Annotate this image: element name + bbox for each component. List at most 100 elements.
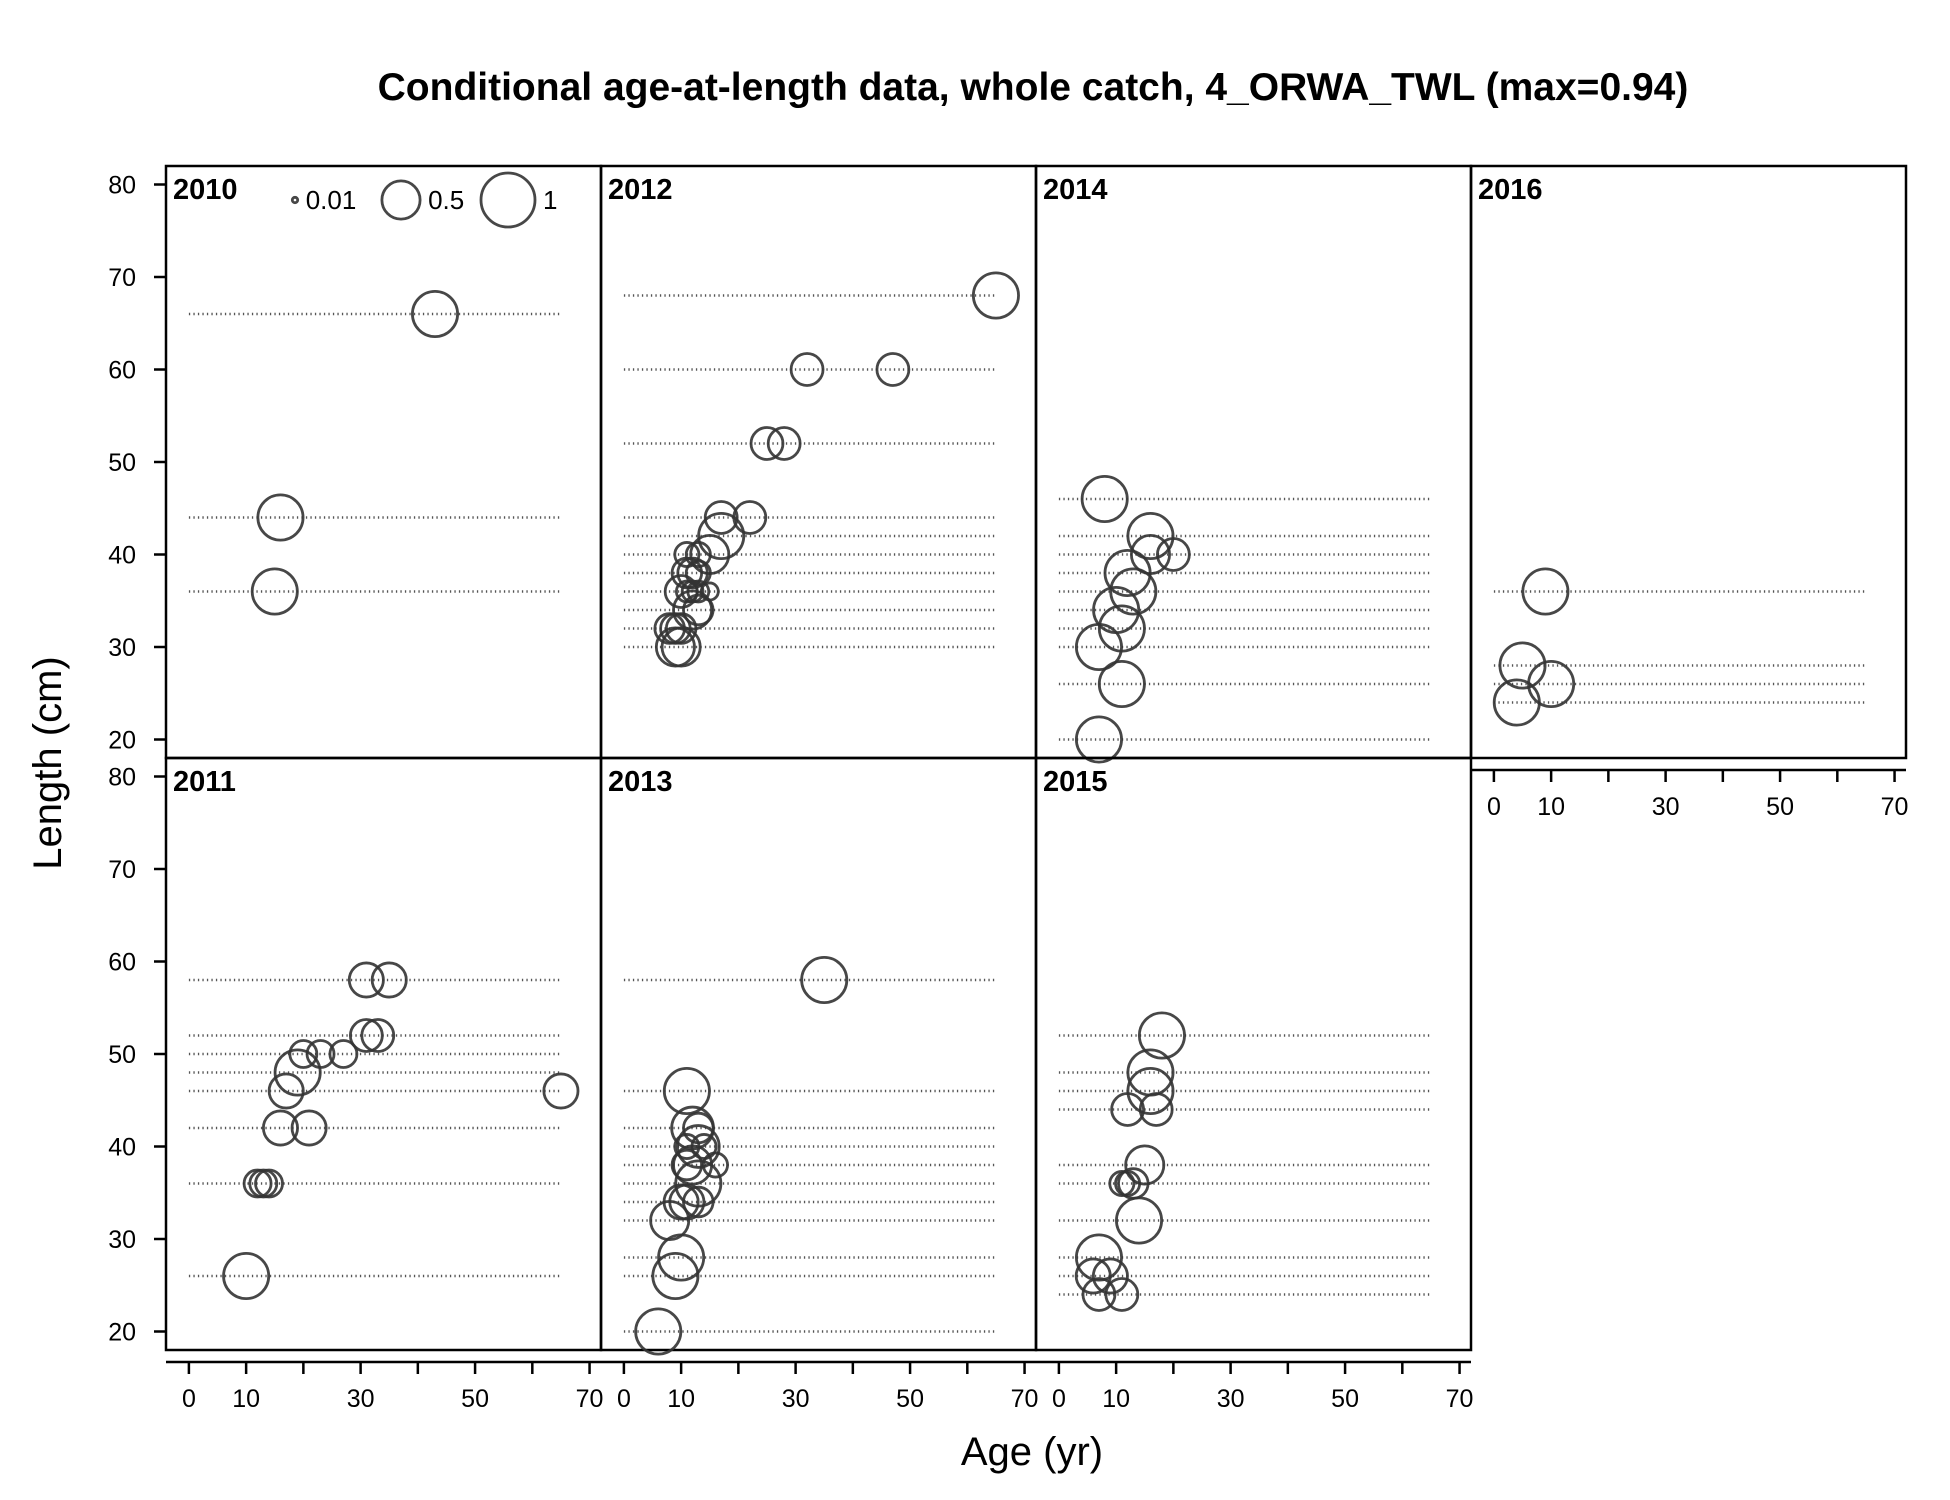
data-point: [971, 271, 1020, 320]
data-point: [674, 1159, 723, 1208]
y-tick-label: 30: [108, 1226, 136, 1254]
data-point: [1097, 604, 1146, 653]
panel-label: 2010: [173, 174, 238, 206]
panel-2010: 2010 20 30 40 50 60 70 80: [108, 164, 603, 760]
data-point: [411, 290, 460, 338]
data-point: [1074, 1233, 1123, 1282]
data-point: [261, 1109, 299, 1147]
panel-frame: [599, 164, 1038, 760]
data-point: [256, 493, 305, 542]
panel-2016: 2016 0 10 30 50 70: [1469, 164, 1909, 821]
data-point: [673, 541, 701, 568]
x-tick-label: 30: [1652, 793, 1680, 821]
data-point: [222, 1252, 271, 1300]
data-point: [875, 352, 911, 387]
data-point: [254, 1168, 284, 1199]
data-point: [800, 956, 849, 1004]
data-point: [789, 352, 825, 387]
x-tick-label: 10: [232, 1385, 260, 1413]
x-tick-label: 30: [347, 1385, 375, 1413]
x-tick-label: 50: [461, 1385, 489, 1413]
panel-label: 2016: [1478, 174, 1543, 206]
x-tick-label: 0: [182, 1385, 196, 1413]
x-tick-label: 10: [1537, 793, 1565, 821]
data-point: [699, 581, 720, 602]
panel-frame: [1469, 164, 1908, 760]
data-point: [370, 961, 408, 999]
y-tick-label: 50: [108, 449, 136, 477]
data-point: [1124, 1144, 1166, 1186]
legend: 0.01 0.5 1: [290, 171, 557, 229]
panel-2014: 2014: [1034, 164, 1473, 764]
legend-swatch: [380, 179, 422, 221]
data-point: [305, 1039, 336, 1069]
data-point: [290, 1109, 328, 1147]
data-point: [288, 1039, 319, 1069]
data-point: [1080, 475, 1129, 523]
data-point: [662, 1067, 711, 1115]
y-tick-label: 40: [108, 542, 136, 570]
panel-label: 2013: [608, 766, 673, 798]
data-point: [1129, 534, 1171, 575]
data-point: [360, 1018, 396, 1053]
panel-frame: [164, 164, 603, 760]
x-tick-label: 70: [1446, 1385, 1474, 1413]
x-tick-label: 70: [1011, 1385, 1039, 1413]
panel-label: 2012: [608, 174, 673, 206]
data-point: [651, 1252, 700, 1300]
data-point: [1097, 660, 1146, 708]
data-point: [675, 1124, 721, 1169]
data-point: [766, 426, 802, 461]
y-tick-label: 50: [108, 1041, 136, 1069]
data-point: [682, 593, 715, 627]
data-point: [674, 579, 699, 604]
data-point: [250, 567, 299, 616]
legend-swatch: [290, 195, 300, 205]
data-point: [1521, 567, 1570, 616]
x-tick-label: 50: [1331, 1385, 1359, 1413]
x-tick-label: 70: [1881, 793, 1909, 821]
panel-2013: 2013 0 10 30 50 70: [599, 756, 1039, 1413]
data-point: [697, 512, 746, 560]
data-point: [267, 1072, 305, 1110]
data-point: [1126, 512, 1175, 560]
data-point: [680, 579, 705, 604]
data-point: [328, 1039, 359, 1069]
data-point: [689, 534, 731, 575]
data-point: [1091, 1257, 1129, 1295]
panel-label: 2011: [173, 766, 236, 798]
data-point: [634, 1307, 683, 1356]
x-tick-label: 70: [576, 1385, 604, 1413]
legend-label: 0.01: [306, 185, 357, 215]
data-point: [749, 426, 785, 461]
data-point: [1109, 567, 1158, 616]
x-tick-label: 10: [1102, 1385, 1130, 1413]
panel-frame: [599, 756, 1038, 1352]
y-tick-label: 60: [108, 949, 136, 977]
data-point: [673, 1133, 701, 1160]
data-point: [732, 500, 768, 535]
y-tick-label: 80: [108, 172, 136, 200]
x-tick-label: 0: [1487, 793, 1501, 821]
panel-2012: 2012: [599, 164, 1038, 760]
data-point: [1104, 1277, 1140, 1312]
y-tick-label: 60: [108, 357, 136, 385]
panel-label: 2015: [1043, 766, 1108, 798]
data-point: [1115, 1196, 1164, 1245]
y-tick-label: 70: [108, 856, 136, 884]
data-point: [1126, 1067, 1175, 1115]
y-tick-label: 80: [108, 764, 136, 792]
data-point: [660, 626, 702, 668]
data-point: [1126, 1048, 1175, 1097]
data-point: [1498, 641, 1547, 690]
x-axis-title: Age (yr): [961, 1430, 1103, 1474]
legend-swatch: [479, 171, 537, 229]
y-axis-title: Length (cm): [26, 656, 70, 869]
data-point: [668, 1183, 706, 1221]
data-point: [1137, 1011, 1186, 1060]
x-tick-label: 50: [896, 1385, 924, 1413]
panel-2015: 2015 0 10 30 50 70: [1034, 756, 1474, 1413]
data-point: [347, 961, 385, 999]
data-point: [1074, 715, 1123, 764]
